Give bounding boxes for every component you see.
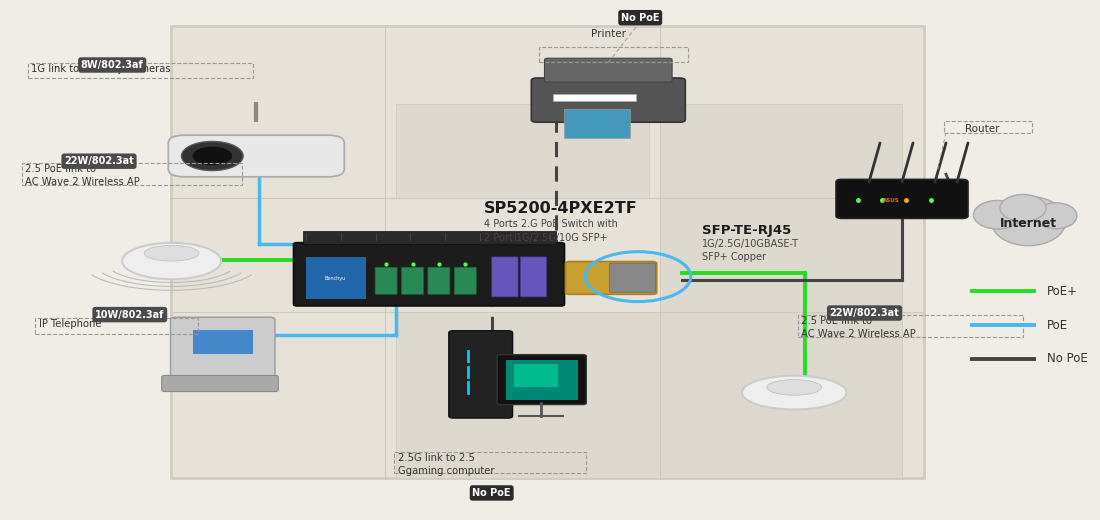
FancyBboxPatch shape xyxy=(402,267,424,294)
FancyBboxPatch shape xyxy=(660,104,902,198)
FancyBboxPatch shape xyxy=(192,330,253,354)
FancyBboxPatch shape xyxy=(531,78,685,122)
FancyBboxPatch shape xyxy=(449,331,513,418)
Text: 1G/2.5G/10GBASE-T
SFP+ Copper: 1G/2.5G/10GBASE-T SFP+ Copper xyxy=(702,239,799,263)
FancyBboxPatch shape xyxy=(514,364,558,387)
FancyBboxPatch shape xyxy=(565,262,657,294)
Text: Benchyu: Benchyu xyxy=(324,276,346,281)
Ellipse shape xyxy=(122,243,221,279)
FancyBboxPatch shape xyxy=(660,198,902,312)
Text: SFP-TE-RJ45: SFP-TE-RJ45 xyxy=(702,224,791,237)
FancyBboxPatch shape xyxy=(302,231,556,244)
FancyBboxPatch shape xyxy=(564,109,630,138)
Circle shape xyxy=(192,147,232,165)
FancyBboxPatch shape xyxy=(836,179,968,218)
Text: IP Telephone: IP Telephone xyxy=(39,319,101,329)
Text: No PoE: No PoE xyxy=(1047,353,1088,366)
Text: Router: Router xyxy=(965,124,999,134)
FancyBboxPatch shape xyxy=(306,257,366,299)
Text: 1G link to Security Cameras: 1G link to Security Cameras xyxy=(31,64,170,74)
FancyBboxPatch shape xyxy=(170,26,924,478)
Text: 2.5G link to 2.5
Ggaming computer: 2.5G link to 2.5 Ggaming computer xyxy=(398,453,495,476)
Text: 4 Ports 2.G PoE Switch with
2 Port 1G/2.5G/10G SFP+: 4 Ports 2.G PoE Switch with 2 Port 1G/2.… xyxy=(484,219,618,243)
FancyBboxPatch shape xyxy=(553,94,636,101)
Ellipse shape xyxy=(1000,194,1046,222)
FancyBboxPatch shape xyxy=(609,263,656,292)
Ellipse shape xyxy=(767,380,822,395)
Text: 2.5 PoE link to
AC Wave 2 Wireless AP: 2.5 PoE link to AC Wave 2 Wireless AP xyxy=(25,164,140,187)
Ellipse shape xyxy=(741,376,847,410)
FancyBboxPatch shape xyxy=(375,267,397,294)
Text: No PoE: No PoE xyxy=(620,12,659,23)
Ellipse shape xyxy=(991,197,1066,246)
FancyBboxPatch shape xyxy=(168,135,344,177)
FancyBboxPatch shape xyxy=(428,267,450,294)
Ellipse shape xyxy=(974,201,1022,229)
FancyBboxPatch shape xyxy=(162,375,278,392)
Text: PoE: PoE xyxy=(1047,318,1068,332)
Text: 8W/802.3af: 8W/802.3af xyxy=(80,60,144,70)
Text: 2.5 PoE link to
AC Wave 2 Wireless AP: 2.5 PoE link to AC Wave 2 Wireless AP xyxy=(801,316,915,339)
FancyBboxPatch shape xyxy=(492,257,518,297)
FancyBboxPatch shape xyxy=(544,58,672,82)
Text: 10W/802.3af: 10W/802.3af xyxy=(95,309,165,320)
Text: Internet: Internet xyxy=(1000,217,1057,230)
Text: PoE+: PoE+ xyxy=(1047,285,1078,297)
Text: SP5200-4PXE2TF: SP5200-4PXE2TF xyxy=(484,201,638,216)
Text: ASUS: ASUS xyxy=(882,198,900,203)
FancyBboxPatch shape xyxy=(520,257,547,297)
Ellipse shape xyxy=(1035,203,1077,229)
FancyBboxPatch shape xyxy=(294,243,564,306)
Text: Printer: Printer xyxy=(591,29,626,38)
FancyBboxPatch shape xyxy=(506,360,578,400)
FancyBboxPatch shape xyxy=(396,312,660,478)
Text: 22W/802.3at: 22W/802.3at xyxy=(64,156,134,166)
FancyBboxPatch shape xyxy=(497,355,586,405)
FancyBboxPatch shape xyxy=(396,104,649,198)
FancyBboxPatch shape xyxy=(170,317,275,382)
Text: 22W/802.3at: 22W/802.3at xyxy=(829,308,900,318)
FancyBboxPatch shape xyxy=(454,267,476,294)
Circle shape xyxy=(182,141,243,171)
Ellipse shape xyxy=(144,245,199,261)
Text: No PoE: No PoE xyxy=(473,488,510,498)
FancyBboxPatch shape xyxy=(660,312,902,478)
